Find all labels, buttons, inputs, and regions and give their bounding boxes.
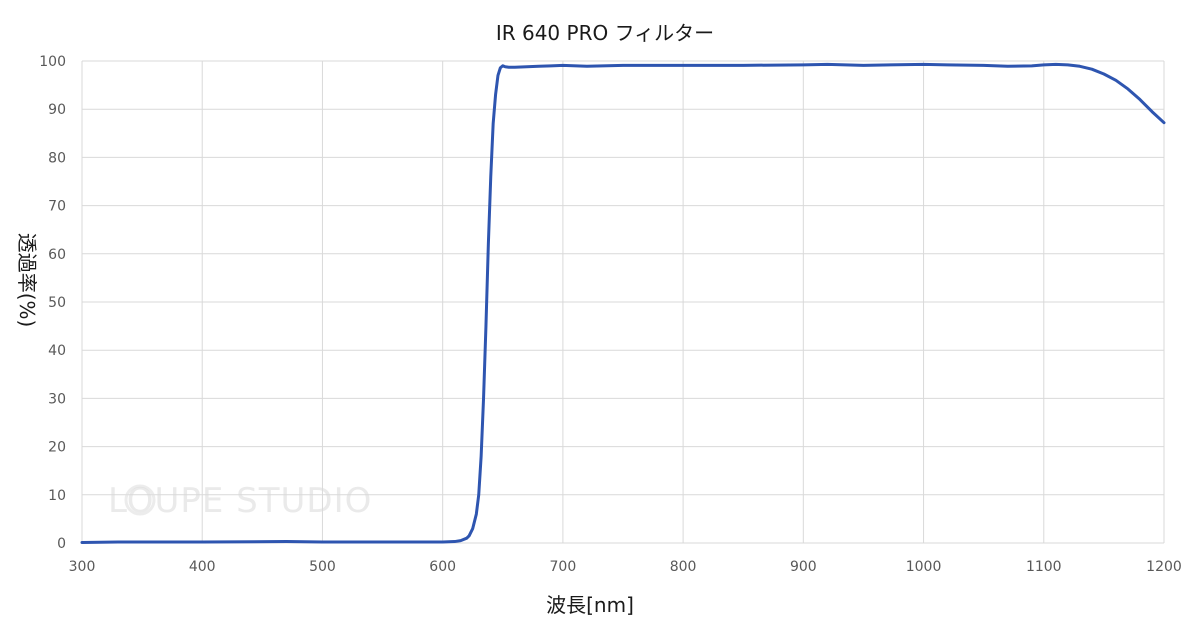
x-tick-label: 1100 xyxy=(1026,559,1062,575)
x-tick-label: 800 xyxy=(670,559,697,575)
y-tick-label: 60 xyxy=(48,247,66,263)
y-tick-label: 90 xyxy=(48,102,66,118)
x-tick-label: 700 xyxy=(550,559,577,575)
grid xyxy=(81,60,1165,544)
x-tick-label: 1000 xyxy=(906,559,942,575)
y-tick-label: 30 xyxy=(48,391,66,407)
x-tick-label: 400 xyxy=(189,559,216,575)
y-tick-label: 100 xyxy=(39,54,66,70)
x-tick-label: 900 xyxy=(790,559,817,575)
y-tick-label: 40 xyxy=(48,343,66,359)
x-tick-label: 500 xyxy=(309,559,336,575)
y-axis-label: 透過率(%) xyxy=(15,233,39,328)
x-axis-label: 波長[nm] xyxy=(546,593,634,617)
x-tick-label: 1200 xyxy=(1146,559,1182,575)
y-tick-label: 20 xyxy=(48,440,66,456)
y-tick-label: 70 xyxy=(48,199,66,215)
x-axis-ticks: 300 400 500 600 700 800 900 1000 1100 1200 xyxy=(69,559,1182,575)
watermark: LOUPE STUDIO xyxy=(108,481,372,521)
x-tick-label: 300 xyxy=(69,559,96,575)
transmittance-line xyxy=(80,62,1166,545)
chart-title: IR 640 PRO フィルター xyxy=(496,21,714,45)
y-tick-label: 0 xyxy=(57,536,66,552)
watermark-logo-icon xyxy=(124,484,156,516)
series-layer xyxy=(80,62,1166,545)
y-tick-label: 50 xyxy=(48,295,66,311)
x-tick-label: 600 xyxy=(429,559,456,575)
y-axis-ticks: 0 10 20 30 40 50 60 70 80 90 100 xyxy=(39,54,66,552)
y-tick-label: 10 xyxy=(48,488,66,504)
watermark-text: LOUPE STUDIO xyxy=(108,481,372,521)
y-tick-label: 80 xyxy=(48,150,66,166)
